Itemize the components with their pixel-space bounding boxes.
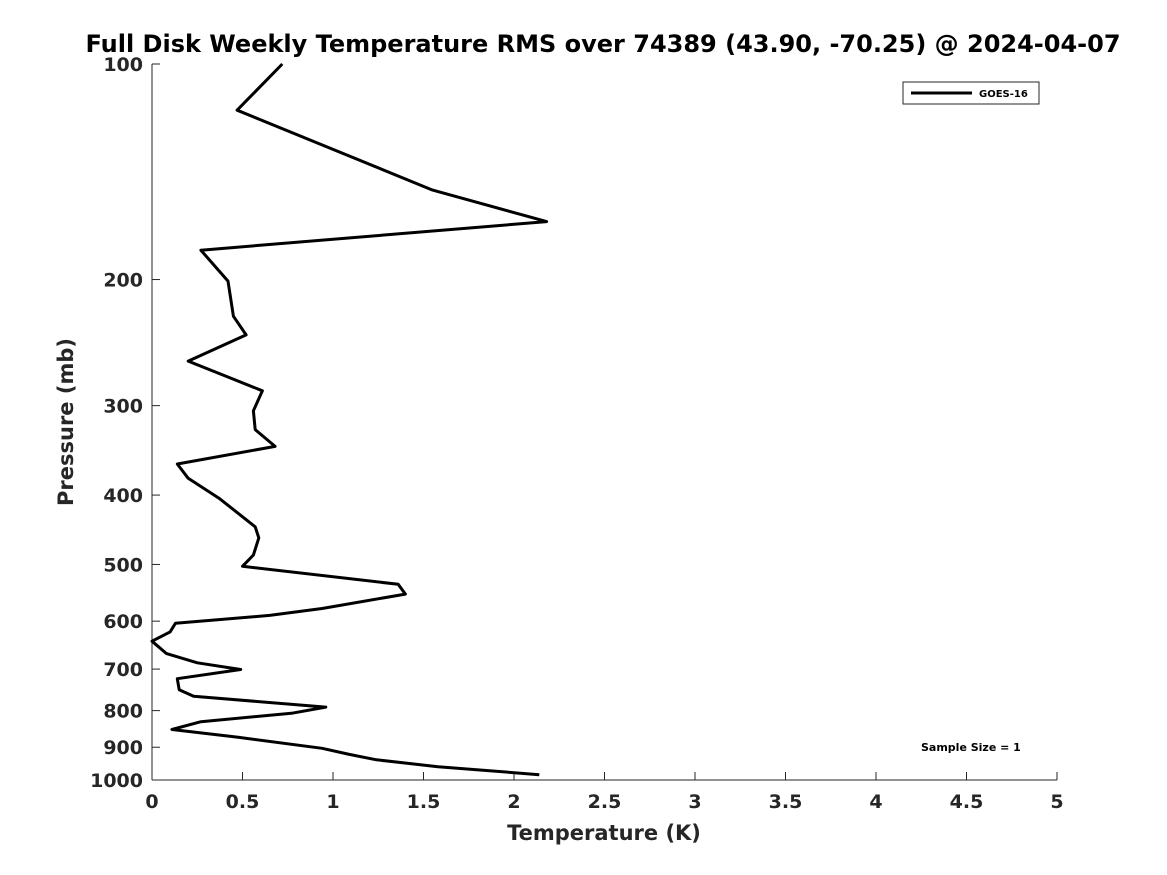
y-tick-label: 300 — [103, 396, 143, 418]
plot-axes — [151, 64, 1057, 781]
sample-size-annotation: Sample Size = 1 — [921, 741, 1021, 754]
y-tick-label: 400 — [103, 485, 143, 507]
x-axis-label: Temperature (K) — [507, 821, 701, 845]
x-tick-label: 3.5 — [769, 791, 803, 813]
x-tick-label: 2 — [507, 791, 520, 813]
y-axis-ticks: 100 200 300 400 500 600 700 800 900 1000 — [90, 54, 160, 792]
x-axis-ticks: 0 0.5 1 1.5 2 2.5 3 3.5 4 4.5 5 — [145, 772, 1064, 813]
y-tick-label: 500 — [103, 554, 143, 576]
x-tick-label: 2.5 — [588, 791, 622, 813]
x-tick-label: 4 — [869, 791, 882, 813]
x-tick-label: 4.5 — [950, 791, 984, 813]
x-tick-label: 0.5 — [226, 791, 260, 813]
x-tick-label: 1 — [326, 791, 339, 813]
x-tick-label: 1.5 — [407, 791, 441, 813]
legend: GOES-16 — [902, 81, 1040, 105]
x-tick-label: 5 — [1050, 791, 1063, 813]
y-tick-label: 800 — [103, 701, 143, 723]
y-tick-label: 1000 — [90, 770, 143, 792]
y-axis-label: Pressure (mb) — [54, 338, 78, 506]
y-tick-label: 700 — [103, 659, 143, 681]
series-line-goes16 — [150, 62, 549, 777]
legend-label-goes16: GOES-16 — [979, 89, 1028, 100]
y-tick-label: 600 — [103, 611, 143, 633]
chart-title: Full Disk Weekly Temperature RMS over 74… — [85, 30, 1120, 58]
x-tick-label: 3 — [688, 791, 701, 813]
y-tick-label: 900 — [103, 737, 143, 759]
y-tick-label: 200 — [103, 270, 143, 292]
y-tick-label: 100 — [103, 54, 143, 76]
x-tick-label: 0 — [145, 791, 158, 813]
